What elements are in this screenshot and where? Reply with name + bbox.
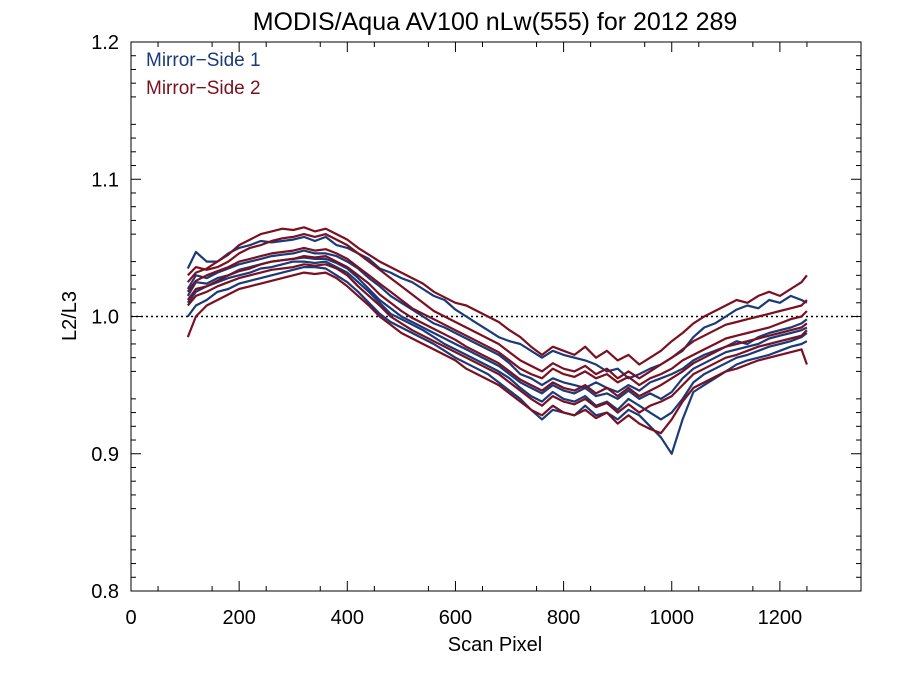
legend: Mirror−Side 1 Mirror−Side 2 (146, 50, 261, 99)
x-tick-label: 200 (222, 607, 255, 629)
x-tick-label: 1000 (649, 607, 694, 629)
x-tick-label: 600 (439, 607, 472, 629)
series-line-1 (186, 235, 808, 380)
legend-mirror-side-2: Mirror−Side 2 (146, 78, 261, 99)
y-tick-label: 1.1 (91, 169, 119, 191)
x-tick-label: 0 (125, 607, 136, 629)
y-tick-label: 0.8 (91, 581, 119, 603)
series-line-11 (187, 233, 808, 380)
x-tick-label: 400 (331, 607, 364, 629)
y-tick-label: 1.2 (91, 32, 119, 54)
series-line-3 (186, 260, 808, 421)
x-tick-label: 800 (547, 607, 580, 629)
series-line-10 (186, 255, 808, 398)
y-axis: 0.8 0.9 1.0 1.1 1.2 (91, 32, 861, 603)
series-line-8 (186, 263, 808, 414)
x-axis: 0 200 400 600 800 1000 1200 (125, 42, 808, 629)
y-axis-label: L2/L3 (59, 291, 81, 341)
y-tick-label: 1.0 (91, 307, 119, 329)
chart-title: MODIS/Aqua AV100 nLw(555) for 2012 289 (253, 8, 738, 36)
y-tick-label: 0.9 (91, 444, 119, 466)
series-line-4 (186, 266, 808, 455)
series-line-9 (186, 271, 808, 435)
legend-mirror-side-1: Mirror−Side 1 (146, 50, 261, 71)
x-axis-label: Scan Pixel (448, 634, 543, 656)
series-line-2 (186, 249, 808, 394)
series-line-6 (186, 226, 808, 366)
series-line-7 (186, 246, 808, 387)
x-tick-label: 1200 (758, 607, 803, 629)
series-group (186, 226, 808, 455)
